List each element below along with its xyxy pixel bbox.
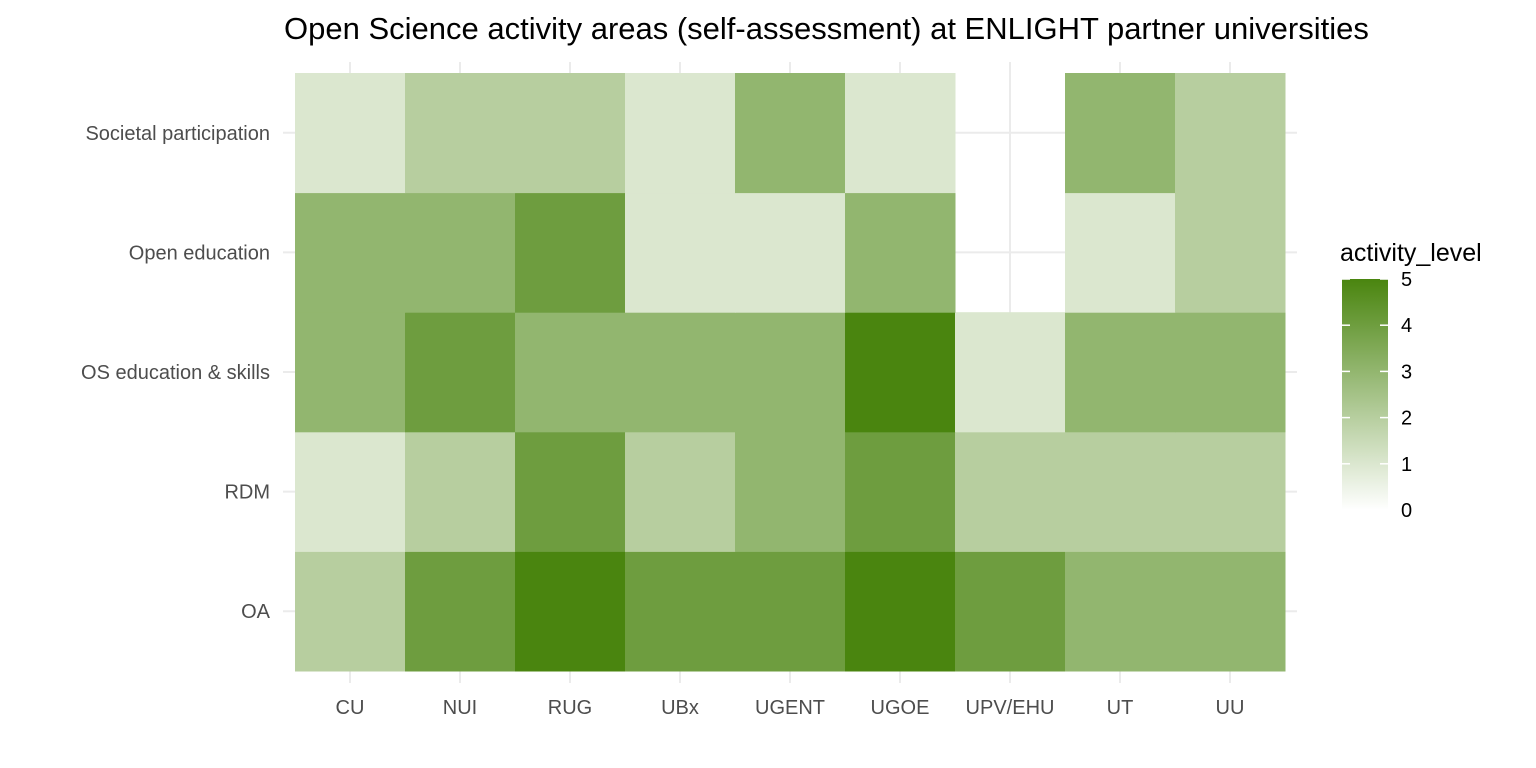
- x-tick-label: NUI: [443, 697, 477, 719]
- heatmap-cell-ugent-rdm: [735, 431, 846, 552]
- heatmap-cell-cu-os-education-skills: [295, 312, 406, 433]
- heatmap-cells: [295, 73, 1286, 672]
- legend-tick-label: 2: [1401, 408, 1412, 430]
- heatmap-cell-rug-oa: [515, 551, 626, 672]
- heatmap-cell-nui-open-education: [405, 192, 516, 313]
- heatmap-cell-cu-societal-participation: [295, 73, 406, 194]
- heatmap-cell-uu-rdm: [1175, 431, 1286, 552]
- heatmap-cell-rug-os-education-skills: [515, 312, 626, 433]
- heatmap-cell-ut-os-education-skills: [1065, 312, 1176, 433]
- x-tick-label: UPV/EHU: [966, 697, 1055, 719]
- y-axis-ticks: OA RDM OS education & skills Open education…: [81, 123, 271, 623]
- y-tick-label: OS education & skills: [81, 362, 270, 384]
- heatmap-cell-cu-rdm: [295, 431, 406, 552]
- heatmap-cell-ubx-os-education-skills: [625, 312, 736, 433]
- heatmap-cell-ugent-open-education: [735, 192, 846, 313]
- heatmap-cell-uu-open-education: [1175, 192, 1286, 313]
- x-tick-label: CU: [336, 697, 365, 719]
- heatmap-cell-ut-oa: [1065, 551, 1176, 672]
- y-tick-label: RDM: [224, 482, 270, 504]
- heatmap-cell-ubx-oa: [625, 551, 736, 672]
- heatmap-cell-ugoe-societal-participation: [845, 73, 956, 194]
- x-tick-label: UT: [1107, 697, 1134, 719]
- heatmap-cell-rug-societal-participation: [515, 73, 626, 194]
- x-tick-label: UBx: [661, 697, 699, 719]
- heatmap-cell-ugoe-open-education: [845, 192, 956, 313]
- heatmap-cell-upv-ehu-os-education-skills: [955, 312, 1066, 433]
- heatmap-cell-uu-oa: [1175, 551, 1286, 672]
- heatmap-cell-ugoe-os-education-skills: [845, 312, 956, 433]
- heatmap-cell-nui-oa: [405, 551, 516, 672]
- y-tick-label: Societal participation: [85, 123, 270, 145]
- heatmap-cell-uu-societal-participation: [1175, 73, 1286, 194]
- heatmap-cell-ugent-societal-participation: [735, 73, 846, 194]
- x-tick-label: UGENT: [755, 697, 825, 719]
- x-tick-label: RUG: [548, 697, 592, 719]
- x-tick-label: UGOE: [871, 697, 930, 719]
- heatmap-cell-nui-os-education-skills: [405, 312, 516, 433]
- heatmap-cell-upv-ehu-oa: [955, 551, 1066, 672]
- legend-ticks: 0 1 2 3 4 5: [1342, 269, 1412, 522]
- heatmap-cell-ubx-societal-participation: [625, 73, 736, 194]
- heatmap-cell-upv-ehu-rdm: [955, 431, 1066, 552]
- heatmap-cell-rug-open-education: [515, 192, 626, 313]
- heatmap-cell-rug-rdm: [515, 431, 626, 552]
- legend-tick-label: 4: [1401, 315, 1412, 337]
- legend-title: activity_level: [1340, 239, 1482, 267]
- legend-tick-label: 1: [1401, 454, 1412, 476]
- heatmap-cell-ugoe-oa: [845, 551, 956, 672]
- heatmap-cell-ut-societal-participation: [1065, 73, 1176, 194]
- heatmap-cell-ubx-rdm: [625, 431, 736, 552]
- x-tick-label: UU: [1216, 697, 1245, 719]
- legend-tick-label: 3: [1401, 361, 1412, 383]
- heatmap-cell-ut-open-education: [1065, 192, 1176, 313]
- heatmap-cell-nui-rdm: [405, 431, 516, 552]
- legend-color-bar: [1342, 279, 1388, 510]
- legend-tick-label: 0: [1401, 500, 1412, 522]
- heatmap-cell-nui-societal-participation: [405, 73, 516, 194]
- legend: activity_level 0 1 2 3 4 5: [1340, 239, 1482, 522]
- heatmap-cell-ubx-open-education: [625, 192, 736, 313]
- heatmap-cell-uu-os-education-skills: [1175, 312, 1286, 433]
- heatmap-cell-ugent-os-education-skills: [735, 312, 846, 433]
- heatmap-cell-cu-oa: [295, 551, 406, 672]
- chart-title: Open Science activity areas (self-assess…: [284, 11, 1369, 46]
- heatmap-cell-ugoe-rdm: [845, 431, 956, 552]
- heatmap-cell-ut-rdm: [1065, 431, 1176, 552]
- x-axis-ticks: CU NUI RUG UBx UGENT UGOE UPV/EHU UT UU: [336, 697, 1245, 719]
- legend-tick-label: 5: [1401, 269, 1412, 291]
- heatmap-cell-cu-open-education: [295, 192, 406, 313]
- heatmap-cell-ugent-oa: [735, 551, 846, 672]
- y-tick-label: OA: [241, 601, 271, 623]
- y-tick-label: Open education: [129, 242, 270, 264]
